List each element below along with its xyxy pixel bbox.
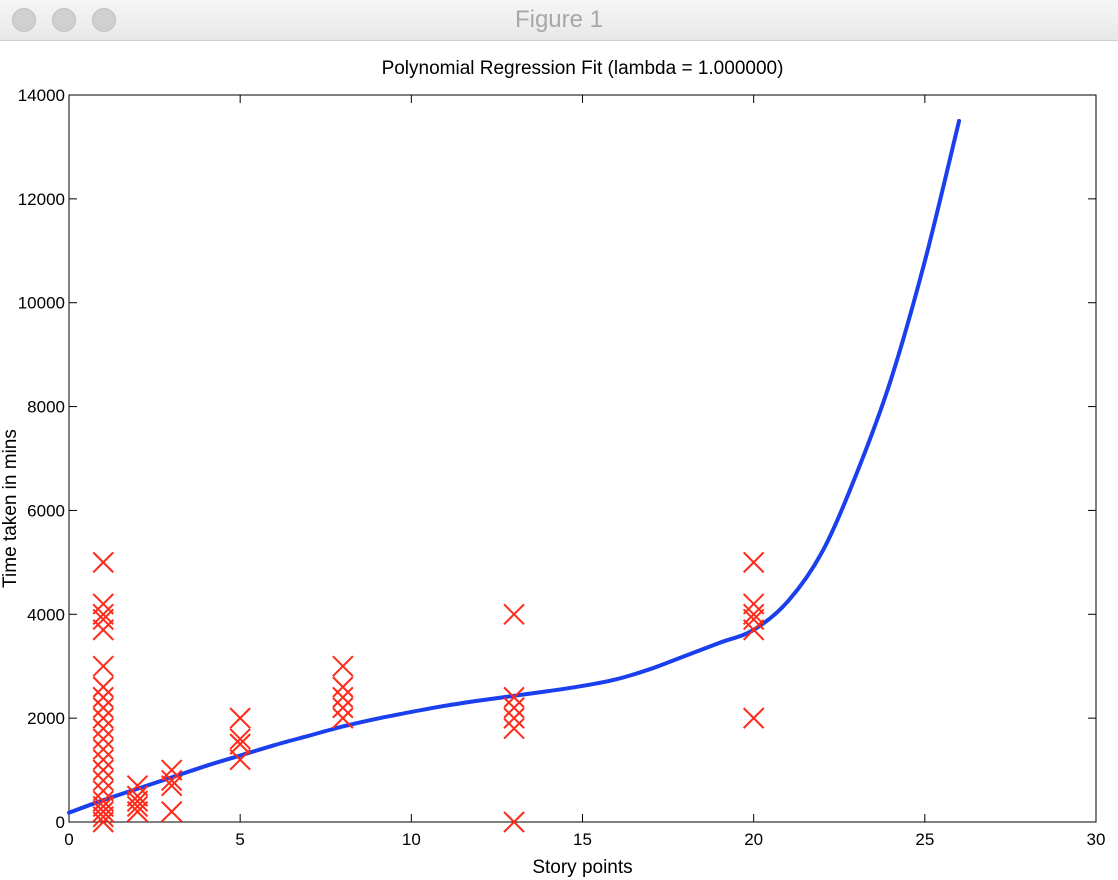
data-point <box>742 707 765 729</box>
data-point <box>92 603 114 625</box>
data-point <box>92 619 114 641</box>
minimize-window-button[interactable] <box>52 8 76 32</box>
x-tick-label: 20 <box>744 830 763 849</box>
axis-ticks: 0 5 10 15 20 25 30 0 2000 4000 6000 8000 10000 12000 1… <box>18 86 1106 849</box>
fit-curve <box>67 118 962 815</box>
x-tick-label: 5 <box>235 830 244 849</box>
data-point <box>92 707 114 729</box>
x-tick-label: 30 <box>1087 830 1106 849</box>
axes-frame <box>68 94 1097 823</box>
data-point <box>92 608 114 631</box>
data-point <box>160 800 183 823</box>
data-point <box>332 676 354 698</box>
data-point <box>160 774 183 797</box>
data-point <box>126 795 149 818</box>
data-point <box>92 655 114 677</box>
data-point <box>742 619 765 641</box>
data-point <box>332 707 354 729</box>
data-point <box>126 800 149 823</box>
data-point <box>92 780 114 802</box>
regression-fit <box>67 118 962 815</box>
data-point <box>229 728 251 750</box>
data-point <box>332 697 354 719</box>
data-point <box>332 686 354 709</box>
data-point <box>503 707 525 729</box>
data-point <box>160 759 183 781</box>
data-point <box>332 655 354 677</box>
figure-canvas: 0 5 10 15 20 25 30 0 2000 4000 6000 8000 10000 12000 1… <box>0 41 1118 880</box>
data-point <box>229 707 251 729</box>
data-point <box>92 811 114 833</box>
data-point <box>742 603 765 625</box>
y-tick-label: 4000 <box>27 605 65 624</box>
data-point <box>92 800 114 823</box>
data-point <box>92 748 114 771</box>
zoom-window-button[interactable] <box>92 8 116 32</box>
data-point <box>742 593 765 615</box>
y-tick-label: 2000 <box>27 709 65 728</box>
x-tick-label: 10 <box>402 830 421 849</box>
data-point <box>742 551 765 574</box>
data-point <box>126 774 149 797</box>
y-tick-label: 6000 <box>27 501 65 520</box>
y-tick-label: 14000 <box>18 86 65 105</box>
data-point <box>92 593 114 615</box>
window-title: Figure 1 <box>514 6 604 33</box>
data-point <box>92 790 114 812</box>
x-tick-label: 15 <box>573 830 592 849</box>
data-point <box>92 728 114 750</box>
title-bar[interactable]: Figure 1 <box>0 0 1118 41</box>
y-tick-label: 10000 <box>18 294 65 313</box>
data-point <box>92 676 114 698</box>
data-point <box>126 790 149 812</box>
data-point <box>92 806 114 828</box>
data-point <box>229 748 251 771</box>
x-axis-label: Story points <box>532 857 632 878</box>
y-tick-label: 12000 <box>18 190 65 209</box>
close-window-button[interactable] <box>12 8 36 32</box>
y-axis-label: Time taken in mins <box>0 429 21 588</box>
y-tick-label: 8000 <box>27 398 65 417</box>
data-point <box>92 697 114 719</box>
data-point <box>92 795 114 818</box>
plot-area <box>68 94 1097 823</box>
data-point <box>92 769 114 792</box>
data-point <box>126 785 149 807</box>
data-point <box>742 608 765 631</box>
data-point <box>503 603 525 625</box>
chart-title: Polynomial Regression Fit (lambda = 1.00… <box>382 58 784 79</box>
data-point <box>229 733 251 755</box>
data-point <box>160 769 183 792</box>
data-point <box>92 551 114 574</box>
data-point <box>503 717 525 740</box>
data-point <box>503 697 525 719</box>
x-tick-label: 25 <box>915 830 934 849</box>
data-point <box>503 686 525 709</box>
data-points <box>92 551 765 833</box>
x-tick-label: 0 <box>64 830 73 849</box>
chart-svg: 0 5 10 15 20 25 30 0 2000 4000 6000 8000 10000 12000 1… <box>0 58 1106 878</box>
data-point <box>92 738 114 761</box>
y-tick-label: 0 <box>56 813 65 832</box>
data-point <box>503 811 525 833</box>
data-point <box>92 686 114 709</box>
data-point <box>92 717 114 740</box>
data-point <box>92 759 114 781</box>
